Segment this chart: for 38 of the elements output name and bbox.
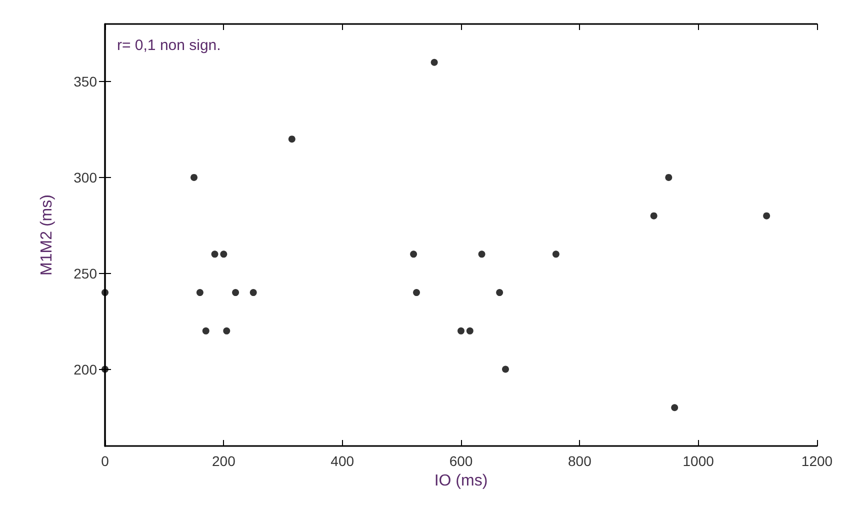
- point: [665, 174, 672, 181]
- point: [478, 250, 486, 258]
- point: [502, 366, 509, 373]
- point: [430, 58, 438, 66]
- point: [458, 327, 464, 334]
- x-tick-label: 1000: [682, 453, 714, 469]
- point: [671, 404, 678, 412]
- point: [211, 250, 218, 258]
- point: [413, 289, 420, 296]
- point: [410, 250, 418, 258]
- x-tick-label: 400: [330, 453, 354, 469]
- y-axis-title: M1M2 (ms): [38, 194, 56, 276]
- x-tick-label: 200: [212, 453, 236, 469]
- point: [190, 174, 198, 181]
- y-tick-label: 200: [74, 361, 98, 378]
- point: [650, 212, 658, 220]
- y-tick-label: 350: [74, 74, 98, 90]
- point: [202, 327, 210, 334]
- point: [196, 289, 204, 296]
- point: [220, 250, 228, 258]
- x-tick-label: 600: [449, 453, 473, 469]
- point: [496, 289, 504, 296]
- x-tick-label: 1200: [801, 453, 833, 469]
- x-tick-label: 800: [568, 453, 592, 469]
- point: [288, 136, 296, 143]
- x-tick-label: 0: [101, 453, 110, 469]
- point: [102, 289, 108, 296]
- point: [250, 289, 257, 296]
- point: [223, 327, 230, 334]
- point: [763, 212, 770, 220]
- point: [232, 289, 240, 296]
- y-tick-label: 300: [74, 169, 98, 186]
- x-axis-title: IO (ms): [434, 472, 488, 490]
- point: [552, 250, 560, 258]
- point: [102, 366, 108, 373]
- point: [466, 327, 474, 334]
- annotation: r= 0,1 non sign.: [117, 37, 221, 54]
- y-tick-label: 250: [74, 265, 98, 282]
